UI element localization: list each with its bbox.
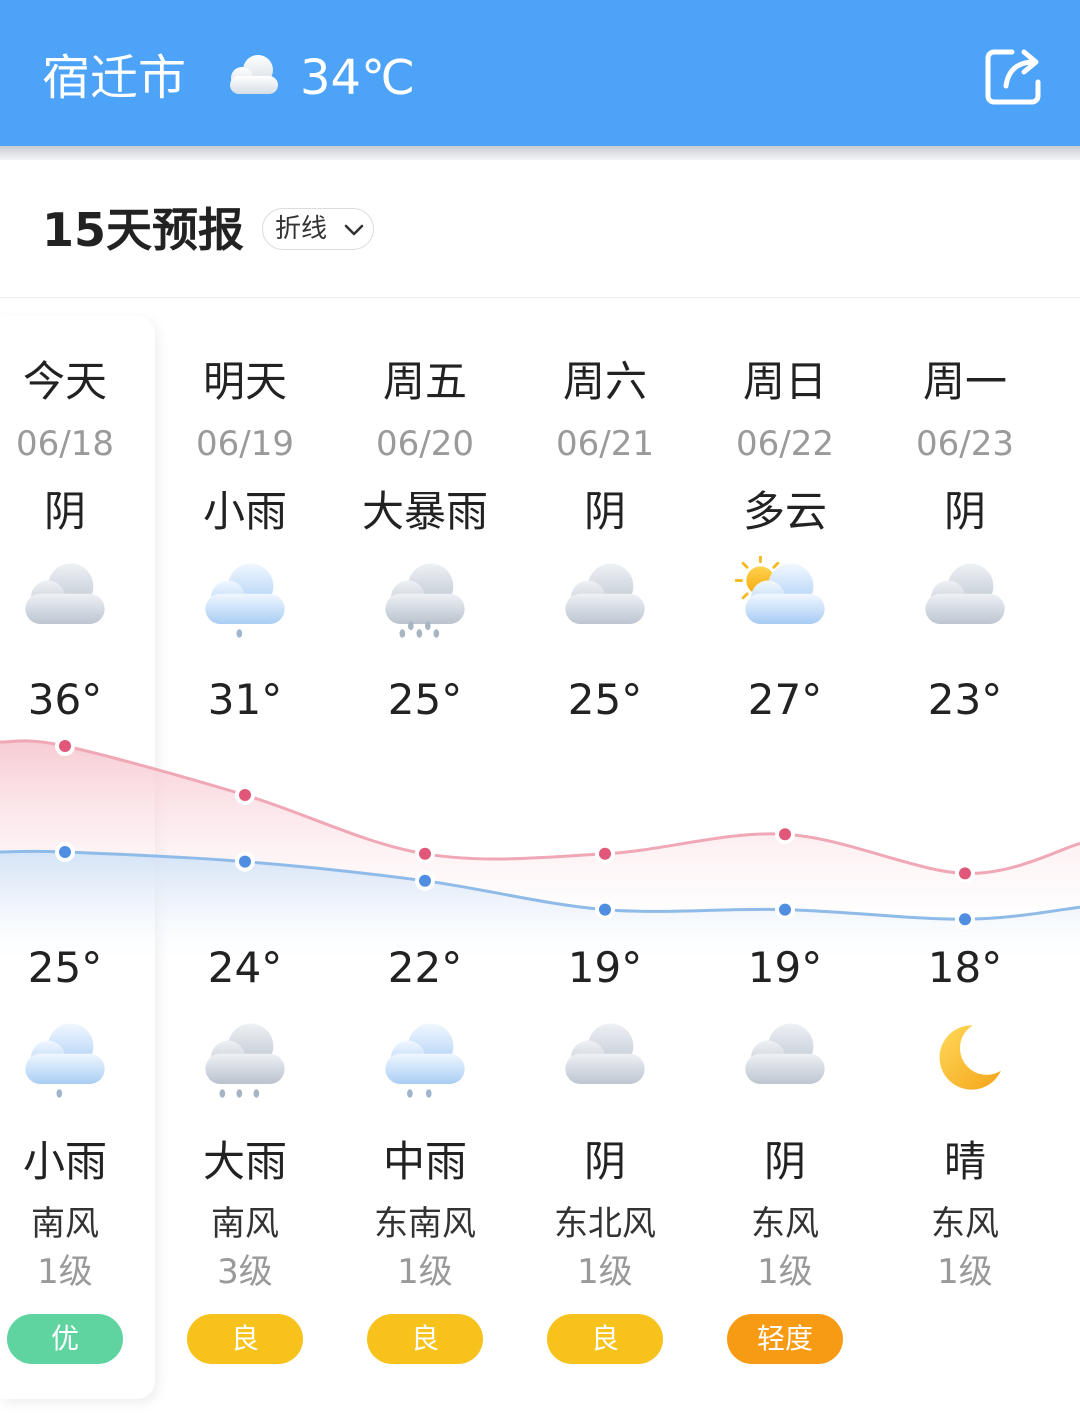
high-temp-point: [419, 847, 431, 860]
moderate-rain-icon: [385, 1023, 465, 1098]
wind-level: 1级: [37, 1252, 93, 1292]
day-name: 今天: [22, 357, 107, 406]
low-temp: 19°: [747, 943, 823, 992]
day-column[interactable]: 明天 06/19 小雨 31° 24° 大雨南风 3级良: [155, 316, 335, 1400]
high-temp-point: [599, 847, 611, 860]
day-date: 06/21: [556, 424, 654, 464]
temperature-chart: [0, 736, 1080, 960]
low-temp: 24°: [207, 943, 283, 992]
low-temp-point: [419, 874, 431, 887]
low-temp: 22°: [387, 943, 463, 992]
high-temp: 23°: [927, 675, 1003, 724]
header-shadow: [0, 146, 1080, 160]
high-temp-line: [0, 739, 1080, 875]
day-column[interactable]: 周五 06/20 大暴雨 25° 22° 中雨东南风 1级良: [335, 316, 515, 1400]
chevron-down-icon: [344, 224, 364, 236]
day-date: 06/18: [16, 424, 114, 464]
heavy-rain-icon: [205, 1023, 285, 1098]
day-name: 周六: [562, 357, 647, 406]
wind-direction: 东风: [751, 1204, 819, 1244]
share-icon[interactable]: [982, 44, 1046, 108]
low-temp-point: [59, 846, 71, 858]
day-name: 明天: [202, 357, 287, 406]
low-temp: 19°: [567, 943, 643, 992]
day-name: 周一: [922, 357, 1007, 406]
overcast-icon: [565, 1023, 645, 1084]
night-weather: 中雨: [382, 1137, 467, 1186]
light-rain-icon: [25, 1023, 105, 1098]
overcast-icon: [25, 563, 105, 624]
day-date: 06/20: [376, 424, 474, 464]
aqi-badge: 良: [187, 1314, 303, 1364]
day-column[interactable]: 周日 06/22 多云 27° 19° 阴东风 1级轻度: [695, 316, 875, 1400]
city-name[interactable]: 宿迁市: [42, 50, 187, 106]
partly-cloudy-icon: [735, 556, 825, 624]
low-temp-point: [959, 913, 971, 926]
high-temp-point: [959, 867, 971, 880]
forecast-header: 15天预报 折线: [0, 160, 1080, 298]
day-weather: 小雨: [202, 487, 287, 536]
wind-level: 1级: [757, 1252, 813, 1292]
wind-level: 1级: [397, 1252, 453, 1292]
day-column[interactable]: 周六 06/21 阴 25° 19° 阴东北风 1级良: [515, 316, 695, 1400]
top-bar: 宿迁市 34℃: [0, 0, 1080, 146]
light-rain-icon: [205, 563, 285, 638]
overcast-icon: [565, 563, 645, 624]
day-weather: 阴: [43, 487, 86, 536]
night-weather: 晴: [943, 1137, 986, 1186]
low-temp-point: [239, 855, 251, 868]
chart-mode-label: 折线: [275, 214, 328, 244]
rainstorm-icon: [385, 563, 465, 638]
high-temp: 25°: [567, 675, 643, 724]
low-temp-line: [0, 849, 1080, 921]
wind-level: 3级: [217, 1252, 273, 1292]
high-temp: 27°: [747, 675, 823, 724]
night-weather: 阴: [583, 1137, 626, 1186]
wind-direction: 东南风: [374, 1204, 476, 1244]
wind-direction: 南风: [31, 1204, 99, 1244]
overcast-icon: [925, 563, 1005, 624]
wind-level: 1级: [577, 1252, 633, 1292]
low-temp: 18°: [927, 943, 1003, 992]
aqi-badge: 良: [367, 1314, 483, 1364]
high-temp: 31°: [207, 675, 283, 724]
night-weather: 小雨: [22, 1137, 107, 1186]
night-weather: 大雨: [202, 1137, 287, 1186]
wind-level: 1级: [937, 1252, 993, 1292]
moon-icon: [939, 1025, 1001, 1090]
day-date: 06/22: [736, 424, 834, 464]
chart-mode-dropdown[interactable]: 折线: [262, 208, 374, 250]
overcast-icon: [745, 1023, 825, 1084]
aqi-badge: 良: [547, 1314, 663, 1364]
day-weather: 多云: [742, 487, 827, 536]
low-temp-area: [0, 851, 1080, 960]
day-weather: 大暴雨: [361, 487, 488, 536]
day-column[interactable]: 今天 06/18 阴 36° 25° 小雨南风 1级优: [0, 316, 155, 1400]
aqi-badge: 优: [7, 1314, 123, 1364]
night-weather: 阴: [763, 1137, 806, 1186]
low-temp-point: [599, 903, 611, 916]
day-name: 周五: [382, 357, 467, 406]
day-date: 06/19: [196, 424, 294, 464]
wind-direction: 东风: [931, 1204, 999, 1244]
current-temperature: 34℃: [300, 50, 415, 106]
day-date: 06/23: [916, 424, 1014, 464]
low-temp-point: [779, 903, 791, 916]
high-temp: 36°: [27, 675, 103, 724]
wind-direction: 东北风: [554, 1204, 656, 1244]
high-temp-point: [59, 740, 71, 752]
aqi-badge: 轻度: [727, 1314, 843, 1364]
day-weather: 阴: [583, 487, 626, 536]
day-weather: 阴: [943, 487, 986, 536]
day-column[interactable]: 周一 06/23 阴 23° 18° 晴东风 1级: [875, 316, 1055, 1400]
day-name: 周日: [742, 357, 827, 406]
forecast-title: 15天预报: [42, 203, 245, 257]
wind-direction: 南风: [211, 1204, 279, 1244]
high-temp-point: [239, 789, 251, 801]
high-temp: 25°: [387, 675, 463, 724]
low-temp: 25°: [27, 943, 103, 992]
cloud-icon: [230, 55, 278, 94]
high-temp-point: [779, 828, 791, 841]
